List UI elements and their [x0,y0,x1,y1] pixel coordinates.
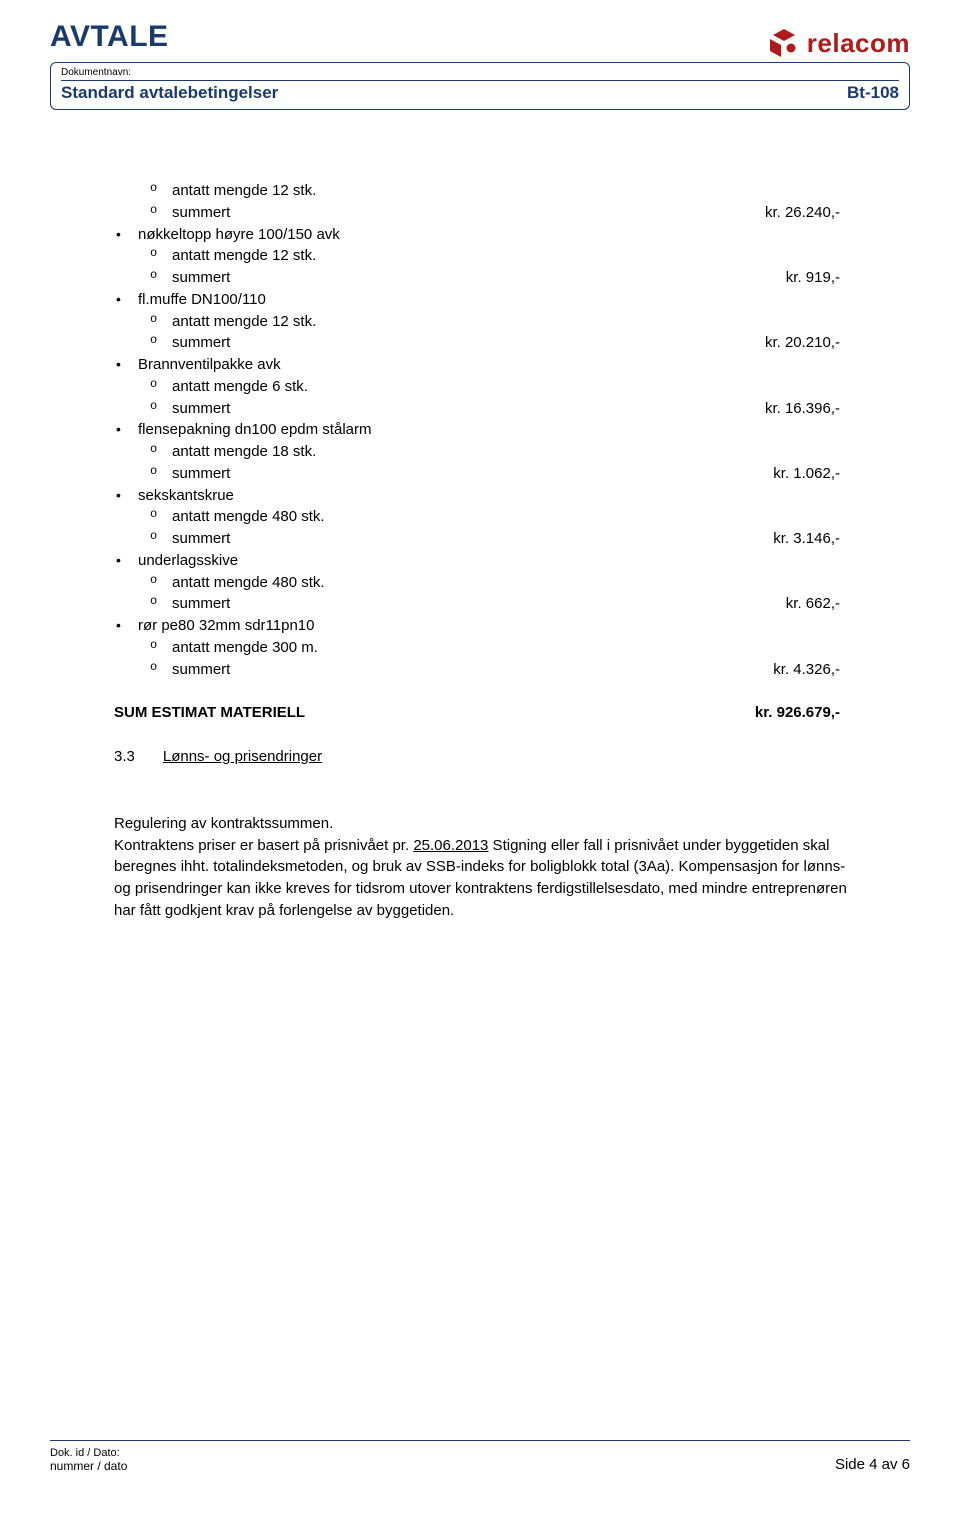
item-sub-line: antatt mengde 18 stk. [114,441,870,463]
item-sub-price: kr. 16.396,- [765,398,870,420]
item-sub-text: summert [172,398,230,420]
section-title: Lønns- og prisendringer [163,746,322,768]
document-title: AVTALE [50,20,169,54]
item-sub-line: antatt mengde 6 stk. [114,376,870,398]
item-sub-price: kr. 1.062,- [773,463,870,485]
item-sub-line: summert kr. 662,- [114,593,870,615]
item-sub-text: summert [172,267,230,289]
footer-left: Dok. id / Dato: nummer / dato [50,1447,127,1473]
item-sub-line: summert kr. 4.326,- [114,659,870,681]
item-sub-text: summert [172,659,230,681]
item-label: underlagsskive [114,550,870,572]
item-group: underlagsskiveantatt mengde 480 stk.summ… [114,550,870,615]
item-sub-line: summert kr. 20.210,- [114,332,870,354]
item-sub-text: antatt mengde 12 stk. [172,180,316,202]
section-number: 3.3 [114,746,135,768]
item-sub-line: summert kr. 26.240,- [114,202,870,224]
item-sub-text: summert [172,593,230,615]
item-sub-line: summert kr. 1.062,- [114,463,870,485]
sum-line: SUM ESTIMAT MATERIELL kr. 926.679,- [114,702,870,724]
item-sub-text: antatt mengde 12 stk. [172,311,316,333]
section-3-3: 3.3 Lønns- og prisendringer [114,746,870,768]
item-group: flensepakning dn100 epdm stålarmantatt m… [114,419,870,484]
item-sub-text: antatt mengde 480 stk. [172,506,325,528]
brand-logo: relacom [767,26,910,60]
document-body: antatt mengde 12 stk.summertkr. 26.240,-… [50,180,910,922]
body-paragraphs: Regulering av kontraktssummen. Kontrakte… [114,813,870,922]
document-header-box: Dokumentnavn: Standard avtalebetingelser… [50,62,910,110]
item-group: nøkkeltopp høyre 100/150 avkantatt mengd… [114,224,870,289]
paragraph-2-underlined: 25.06.2013 [413,837,488,854]
item-sub-text: antatt mengde 480 stk. [172,572,325,594]
item-sub-line: antatt mengde 12 stk. [114,245,870,267]
item-sub-text: antatt mengde 6 stk. [172,376,308,398]
item-group: fl.muffe DN100/110antatt mengde 12 stk.s… [114,289,870,354]
paragraph-1: Regulering av kontraktssummen. [114,813,860,835]
item-sub-text: summert [172,202,230,224]
item-label: rør pe80 32mm sdr11pn10 [114,615,870,637]
item-sub-line: antatt mengde 300 m. [114,637,870,659]
brand-logo-text: relacom [807,28,910,59]
item-label: flensepakning dn100 epdm stålarm [114,419,870,441]
item-sub-text: summert [172,463,230,485]
item-sub-text: antatt mengde 300 m. [172,637,318,659]
item-group: Brannventilpakke avkantatt mengde 6 stk.… [114,354,870,419]
item-sub-price: kr. 26.240,- [765,202,870,224]
document-name: Standard avtalebetingelser [61,83,278,103]
footer-doc-id-value: nummer / dato [50,1459,127,1473]
item-sub-line: summert kr. 16.396,- [114,398,870,420]
paragraph-2-part-a: Kontraktens priser er basert på prisnivå… [114,837,413,854]
item-sub-line: antatt mengde 480 stk. [114,506,870,528]
page-number: Side 4 av 6 [835,1456,910,1473]
page-footer: Dok. id / Dato: nummer / dato Side 4 av … [50,1440,910,1473]
document-code: Bt-108 [847,83,899,103]
item-label: fl.muffe DN100/110 [114,289,870,311]
item-sub-line: summert kr. 919,- [114,267,870,289]
paragraph-2: Kontraktens priser er basert på prisnivå… [114,835,860,922]
item-sub-price: kr. 662,- [786,593,870,615]
item-sub-line: antatt mengde 12 stk. [114,311,870,333]
item-sub-text: summert [172,528,230,550]
item-sub-price: kr. 3.146,- [773,528,870,550]
item-sub-price: kr. 4.326,- [773,659,870,681]
item-group: sekskantskrueantatt mengde 480 stk.summe… [114,485,870,550]
item-sub-line: antatt mengde 12 stk. [114,180,870,202]
item-group: rør pe80 32mm sdr11pn10antatt mengde 300… [114,615,870,680]
document-name-label: Dokumentnavn: [61,67,899,78]
brand-logo-icon [767,26,801,60]
item-sub-text: antatt mengde 12 stk. [172,245,316,267]
item-sub-text: summert [172,332,230,354]
item-sub-price: kr. 919,- [786,267,870,289]
item-label: Brannventilpakke avk [114,354,870,376]
item-label: sekskantskrue [114,485,870,507]
item-group: antatt mengde 12 stk.summert kr. 26.240,- [114,180,870,224]
item-sub-line: summert kr. 3.146,- [114,528,870,550]
item-sub-line: antatt mengde 480 stk. [114,572,870,594]
footer-doc-id-label: Dok. id / Dato: [50,1447,127,1459]
item-sub-text: antatt mengde 18 stk. [172,441,316,463]
item-sub-price: kr. 20.210,- [765,332,870,354]
sum-price: kr. 926.679,- [755,702,870,724]
item-label: nøkkeltopp høyre 100/150 avk [114,224,870,246]
sum-label: SUM ESTIMAT MATERIELL [114,702,305,724]
